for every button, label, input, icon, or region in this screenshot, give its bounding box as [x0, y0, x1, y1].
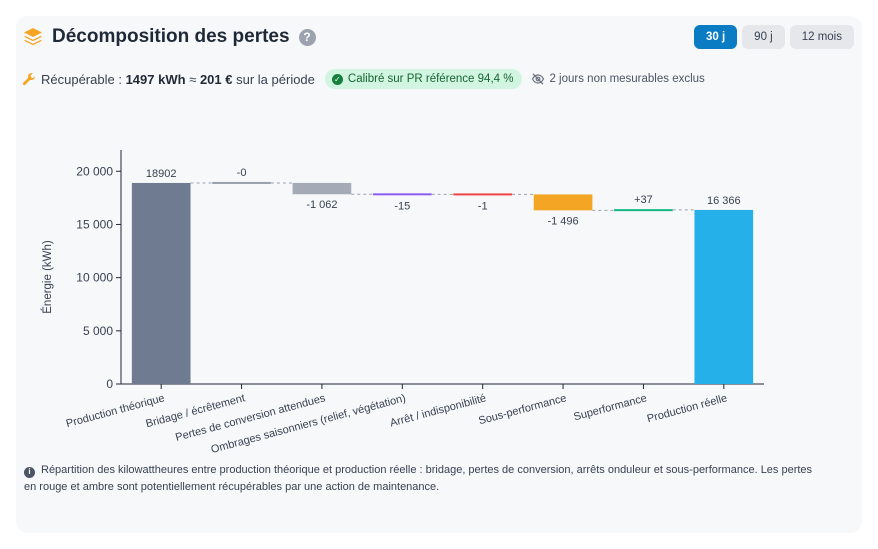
data-label-6: +37	[634, 194, 653, 206]
check-circle-icon: ✓	[331, 73, 343, 85]
page-title: Décomposition des pertes	[52, 26, 290, 47]
bar-1	[212, 181, 271, 184]
y-tick-label: 0	[106, 377, 113, 391]
x-tick-label-5: Sous-performance	[477, 392, 568, 427]
data-label-2: -1 062	[306, 199, 337, 211]
eye-off-icon	[532, 73, 545, 85]
y-tick-label: 5 000	[83, 324, 113, 338]
footnote-text: Répartition des kilowattheures entre pro…	[24, 464, 813, 493]
layers-icon	[24, 28, 42, 46]
info-icon: i	[24, 466, 35, 478]
calibration-badge: ✓ Calibré sur PR référence 94,4 %	[324, 69, 523, 89]
calibration-text: Calibré sur PR référence 94,4 %	[347, 73, 514, 85]
bar-0	[131, 182, 191, 384]
y-axis-label: Énergie (kWh)	[41, 240, 54, 314]
data-label-7: 16 366	[707, 195, 741, 207]
range-30-days-button[interactable]: 30 j	[693, 25, 738, 49]
bar-2	[292, 182, 352, 195]
bar-7	[694, 209, 754, 384]
data-label-1: -0	[237, 167, 247, 179]
bar-3	[372, 193, 432, 196]
y-tick-label: 15 000	[76, 217, 113, 231]
period-selector: 30 j 90 j 12 mois	[693, 25, 854, 49]
card-header: Décomposition des pertes ?	[22, 26, 316, 48]
x-tick-label-7: Production réelle	[646, 392, 729, 425]
x-tick-label-6: Superformance	[572, 392, 648, 423]
chart-footnote: i Répartition des kilowattheures entre pr…	[24, 462, 824, 495]
wrench-icon	[22, 72, 36, 86]
y-tick-label: 10 000	[76, 271, 113, 285]
range-90-days-button[interactable]: 90 j	[742, 25, 785, 49]
recoverable-label: Récupérable :	[41, 71, 122, 87]
bar-4	[453, 193, 513, 196]
approx-sign: ≈	[189, 71, 197, 87]
recoverable-energy: 1497 kWh	[125, 71, 186, 87]
y-tick-label: 20 000	[76, 164, 113, 178]
help-icon[interactable]: ?	[298, 28, 316, 46]
bar-6	[614, 209, 673, 212]
bar-5	[533, 194, 593, 211]
data-label-4: -1	[478, 200, 488, 212]
recoverable-summary: Récupérable : 1497 kWh ≈ 201 € sur la pé…	[22, 69, 705, 89]
recoverable-suffix: sur la période	[236, 71, 315, 87]
range-12-months-button[interactable]: 12 mois	[789, 25, 854, 49]
data-label-5: -1 496	[547, 215, 578, 227]
waterfall-chart: 0 5 000 10 000 15 000 20 000 Énergie (kWh) 189…	[41, 150, 764, 456]
recoverable-money: 201 €	[199, 71, 233, 87]
excluded-days-note: 2 jours non mesurables exclus	[531, 72, 705, 86]
data-label-3: -15	[394, 200, 410, 212]
excluded-days-text: 2 jours non mesurables exclus	[549, 73, 705, 85]
data-label-0: 18902	[146, 168, 177, 180]
